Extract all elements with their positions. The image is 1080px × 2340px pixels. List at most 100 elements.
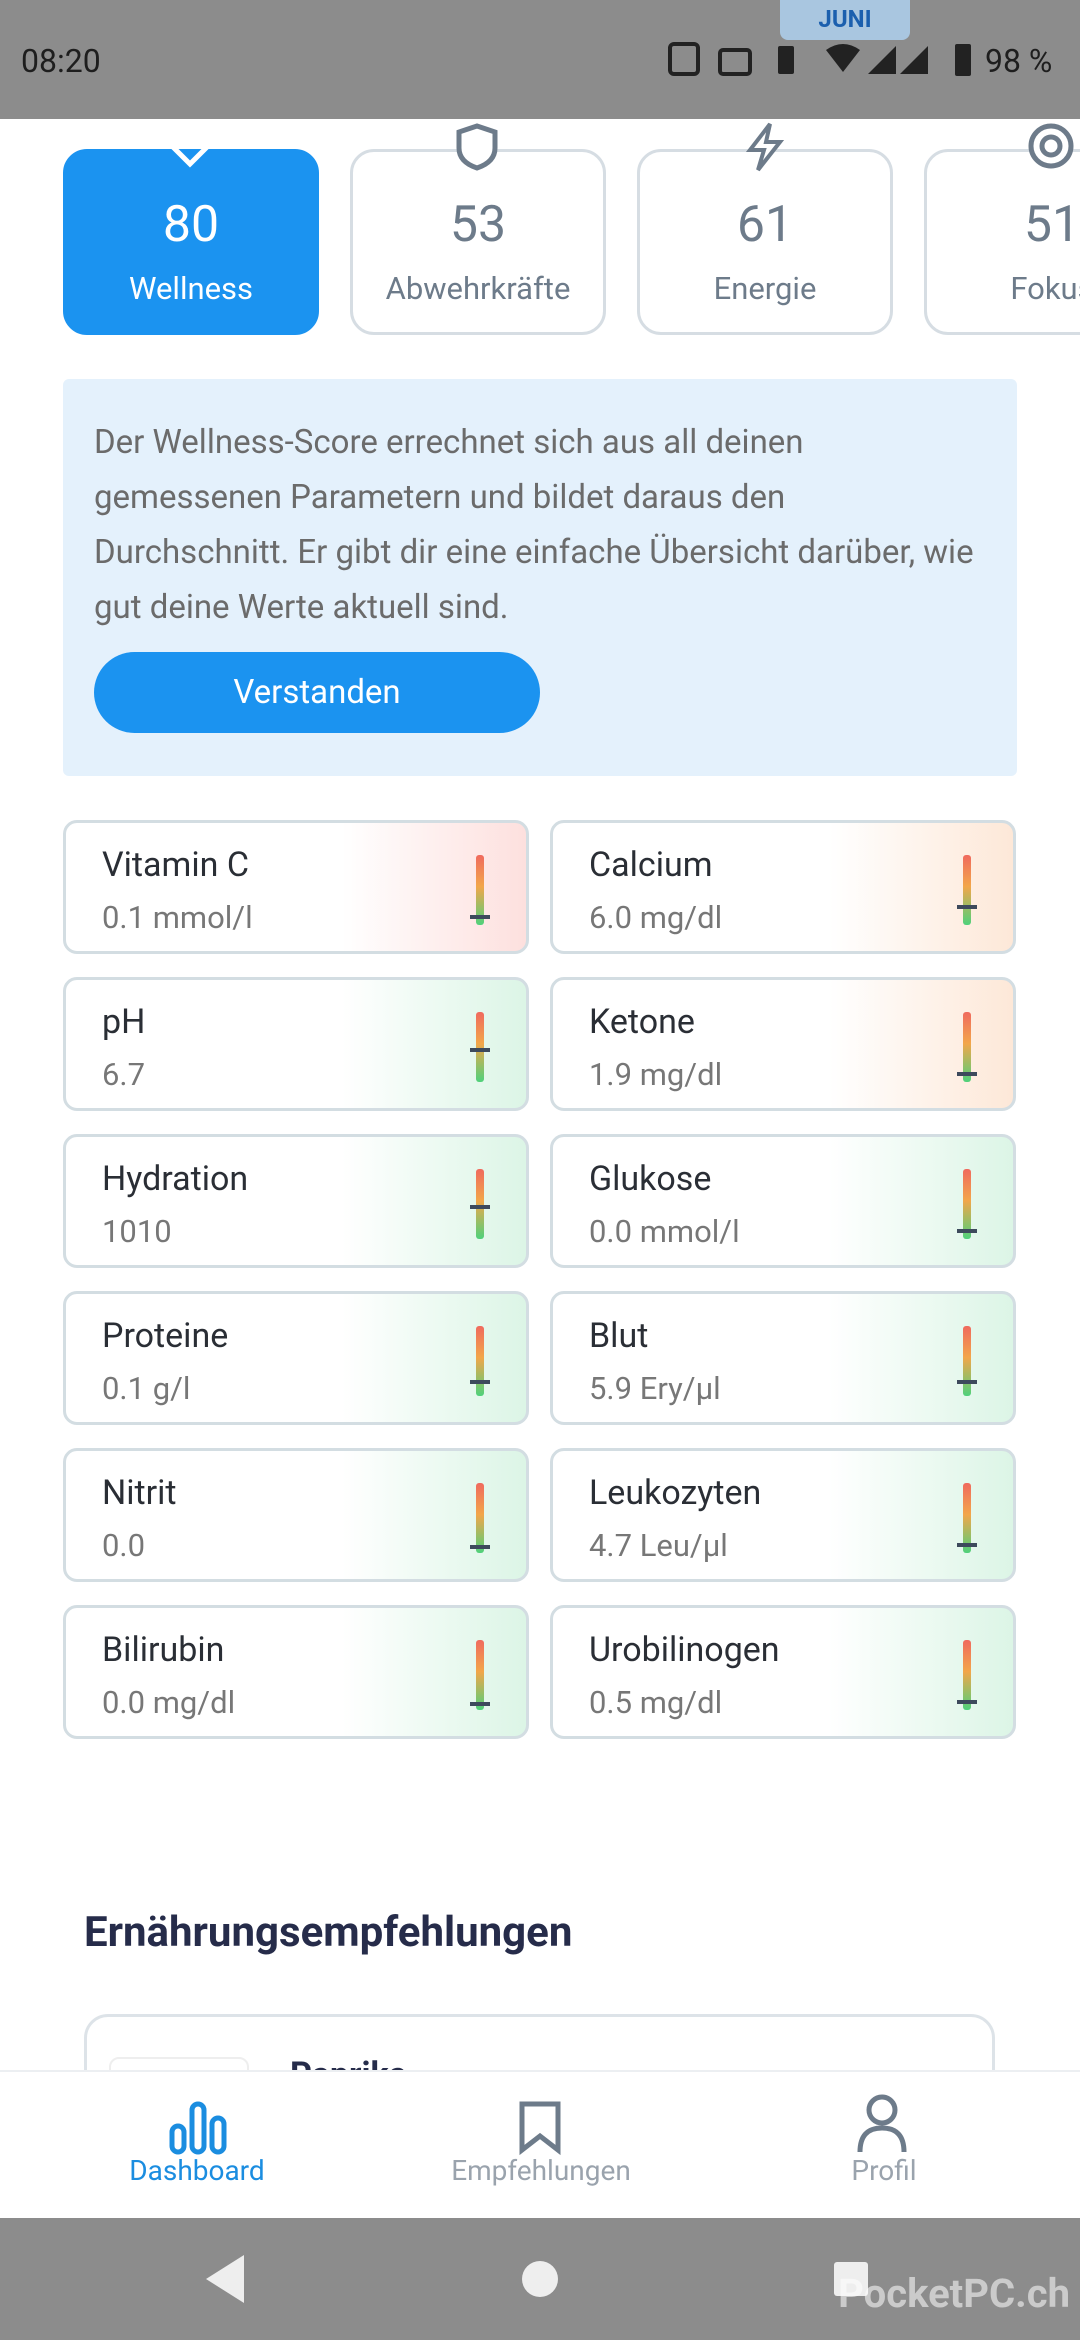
nav-recommendations[interactable]: Empfehlungen (451, 2154, 631, 2187)
range-marker (957, 1700, 977, 1704)
range-marker (470, 1545, 490, 1549)
range-indicator (963, 855, 971, 925)
system-buttons (206, 2255, 868, 2303)
score-value: 61 (736, 196, 794, 254)
score-value: 53 (449, 196, 507, 254)
score-label: Wellness (128, 270, 254, 307)
score-card[interactable]: 61 Energie (637, 149, 893, 335)
score-card[interactable]: 80 Wellness (63, 149, 319, 335)
bookmark-icon (519, 2101, 561, 2156)
parameter-card[interactable]: Vitamin C 0.1 mmol/l (63, 820, 529, 954)
range-indicator (476, 1169, 484, 1239)
parameter-value: 5.9 Ery/µl (589, 1370, 721, 1407)
parameter-name: Bilirubin (102, 1630, 225, 1670)
range-marker (470, 1702, 490, 1706)
range-marker (957, 1072, 977, 1076)
parameter-value: 1.9 mg/dl (589, 1056, 723, 1093)
parameter-name: Proteine (102, 1316, 229, 1356)
parameter-card[interactable]: Bilirubin 0.0 mg/dl (63, 1605, 529, 1739)
range-indicator (476, 1483, 484, 1553)
score-icon (1028, 123, 1074, 169)
range-marker (957, 905, 977, 909)
understood-button[interactable]: Verstanden (94, 652, 540, 733)
status-time: 08:20 (21, 42, 101, 80)
parameter-name: Leukozyten (589, 1473, 762, 1513)
range-marker (957, 1380, 977, 1384)
parameter-card[interactable]: Ketone 1.9 mg/dl (550, 977, 1016, 1111)
parameter-name: Nitrit (102, 1473, 177, 1513)
range-marker (470, 1048, 490, 1052)
system-nav (0, 2218, 1080, 2340)
parameter-name: Ketone (589, 1002, 695, 1042)
score-value: 80 (162, 196, 220, 254)
range-marker (957, 1543, 977, 1547)
parameter-value: 0.0 mmol/l (589, 1213, 740, 1250)
status-icons (668, 42, 928, 76)
profile-icon (857, 2094, 907, 2153)
battery-icon (955, 44, 971, 76)
parameter-card[interactable]: Hydration 1010 (63, 1134, 529, 1268)
range-indicator (476, 1012, 484, 1082)
parameter-name: Glukose (589, 1159, 712, 1199)
range-marker (470, 915, 490, 919)
score-label: Fokus (1010, 270, 1080, 307)
recents-button[interactable] (834, 2262, 868, 2296)
score-label: Abwehrkräfte (385, 270, 571, 307)
parameter-card[interactable]: Nitrit 0.0 (63, 1448, 529, 1582)
range-indicator (476, 1326, 484, 1396)
score-icon (745, 122, 785, 172)
score-card[interactable]: 51 Fokus (924, 149, 1080, 335)
dashboard-icon (169, 2101, 227, 2155)
range-indicator (963, 1483, 971, 1553)
parameter-value: 0.1 g/l (102, 1370, 191, 1407)
range-marker (470, 1380, 490, 1384)
nav-dashboard[interactable]: Dashboard (129, 2154, 265, 2187)
nav-profile[interactable]: Profil (851, 2154, 917, 2187)
parameter-name: Blut (589, 1316, 649, 1356)
parameter-card[interactable]: Blut 5.9 Ery/µl (550, 1291, 1016, 1425)
parameter-card[interactable]: Calcium 6.0 mg/dl (550, 820, 1016, 954)
back-button[interactable] (206, 2255, 244, 2303)
parameter-card[interactable]: Proteine 0.1 g/l (63, 1291, 529, 1425)
parameter-value: 6.7 (102, 1056, 146, 1093)
score-icon (456, 123, 498, 171)
parameter-card[interactable]: Urobilinogen 0.5 mg/dl (550, 1605, 1016, 1739)
bottom-nav: Dashboard Empfehlungen Profil (0, 2070, 1080, 2220)
parameter-value: 0.5 mg/dl (589, 1684, 723, 1721)
range-marker (957, 1229, 977, 1233)
info-text: Der Wellness-Score errechnet sich aus al… (94, 423, 974, 627)
parameter-value: 0.0 (102, 1527, 146, 1564)
score-label: Energie (713, 270, 817, 307)
parameter-name: pH (102, 1002, 146, 1042)
parameter-value: 0.0 mg/dl (102, 1684, 236, 1721)
parameter-value: 1010 (102, 1213, 172, 1250)
section-title: Ernährungsempfehlungen (84, 1908, 573, 1957)
parameter-name: Vitamin C (102, 845, 249, 885)
range-indicator (476, 1640, 484, 1710)
info-box: Der Wellness-Score errechnet sich aus al… (63, 379, 1017, 776)
range-indicator (963, 1326, 971, 1396)
parameter-name: Hydration (102, 1159, 249, 1199)
parameter-card[interactable]: Leukozyten 4.7 Leu/µl (550, 1448, 1016, 1582)
score-card[interactable]: 53 Abwehrkräfte (350, 149, 606, 335)
parameter-name: Urobilinogen (589, 1630, 780, 1670)
range-indicator (963, 1012, 971, 1082)
parameter-value: 6.0 mg/dl (589, 899, 723, 936)
parameter-value: 4.7 Leu/µl (589, 1527, 728, 1564)
score-icon (166, 124, 214, 168)
date-badge: JUNI (780, 0, 910, 40)
score-value: 51 (1023, 196, 1080, 254)
range-marker (470, 1205, 490, 1209)
range-indicator (963, 1640, 971, 1710)
battery-level: 98 % (985, 42, 1053, 80)
home-button[interactable] (522, 2261, 558, 2297)
parameter-value: 0.1 mmol/l (102, 899, 253, 936)
range-indicator (476, 855, 484, 925)
parameter-card[interactable]: pH 6.7 (63, 977, 529, 1111)
parameter-card[interactable]: Glukose 0.0 mmol/l (550, 1134, 1016, 1268)
watermark: PocketPC.ch (838, 2270, 1070, 2317)
status-bar: 08:20 JUNI 98 % (0, 0, 1080, 119)
